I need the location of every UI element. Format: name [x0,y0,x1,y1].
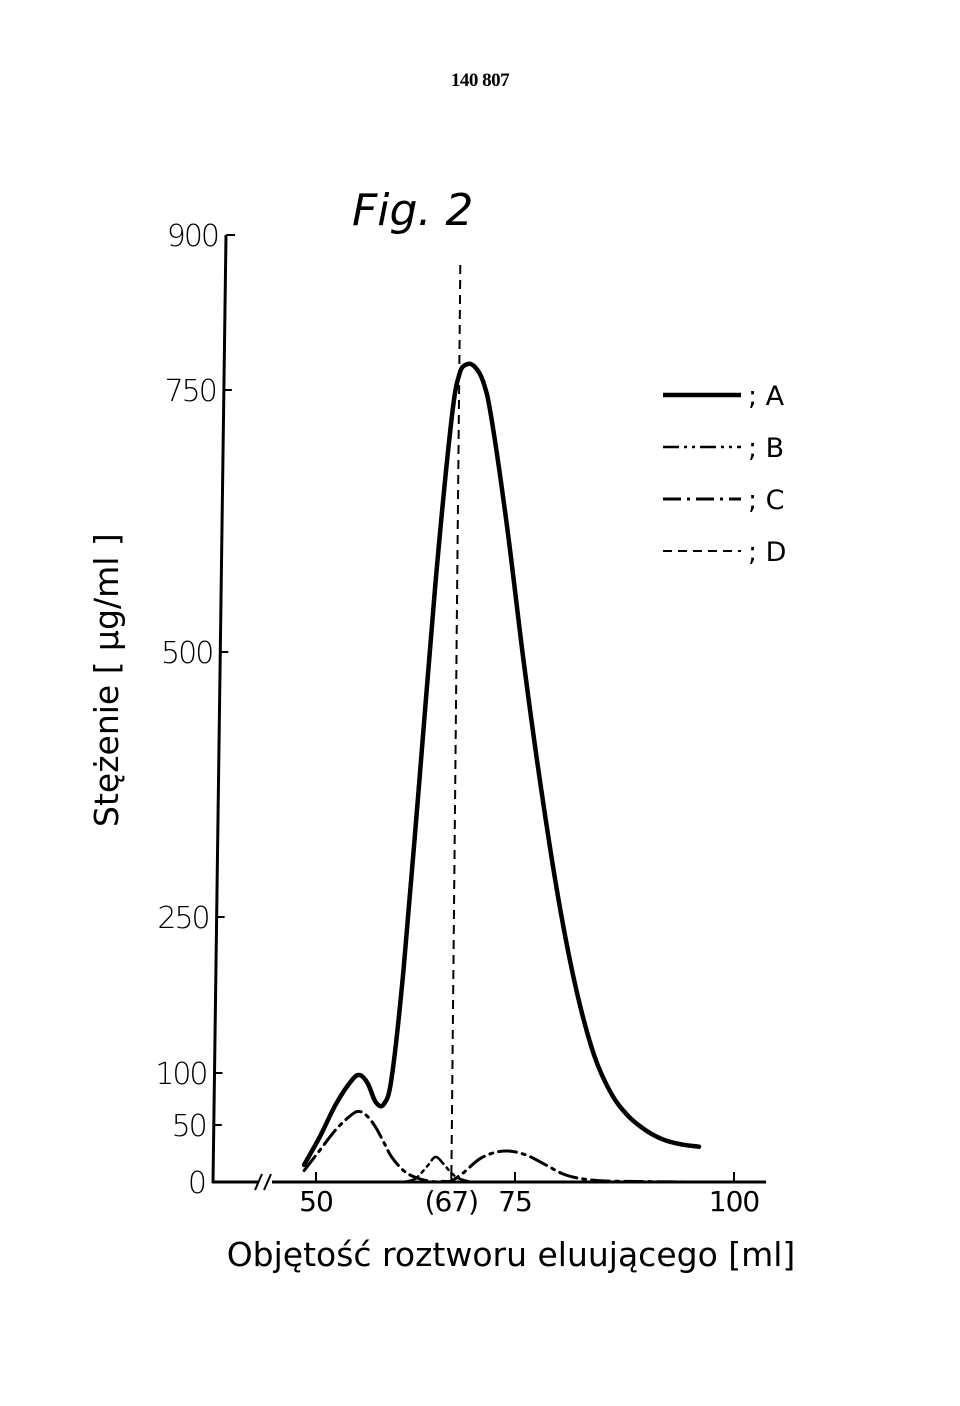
marker-line-67 [450,264,462,1183]
legend-label-c: ; C [748,485,785,516]
series-a-line [301,361,702,1168]
legend-label-a: ; A [748,381,785,412]
y-tick-label-100: 100 [155,1057,206,1092]
x-ticks: 50 (67) 75 100 [299,1172,760,1218]
x-tick-label-100: 100 [709,1185,759,1218]
y-axis-line [211,234,228,1184]
x-axis-break [254,1173,272,1191]
chart-title: Fig. 2 [352,185,473,236]
legend-label-d: ; D [748,537,786,568]
x-tick-label-75: 75 [498,1185,532,1218]
page-number: 140 807 [450,70,510,91]
y-tick-label-500: 500 [161,636,212,671]
y-tick-label-250: 250 [157,901,208,936]
y-tick-label-750: 750 [165,374,216,409]
y-tick-label-50: 50 [172,1109,206,1144]
y-ticks: 0 50 100 250 500 750 900 [155,219,235,1201]
series-c-line [302,1109,692,1184]
y-axis-title: Stężenie [ μg/ml ] [87,533,126,827]
legend-label-b: ; B [748,433,784,464]
series-curves [301,361,702,1184]
x-axis-title: Objętość roztworu eluującego [ml] [227,1235,796,1274]
x-tick-label-50: 50 [299,1185,333,1218]
y-tick-label-900: 900 [167,219,218,254]
x-tick-label-67: (67) [425,1185,478,1218]
y-tick-label-0: 0 [188,1166,205,1201]
y-axis [211,234,228,1184]
legend: ; A ; B ; C ; D [663,381,786,568]
